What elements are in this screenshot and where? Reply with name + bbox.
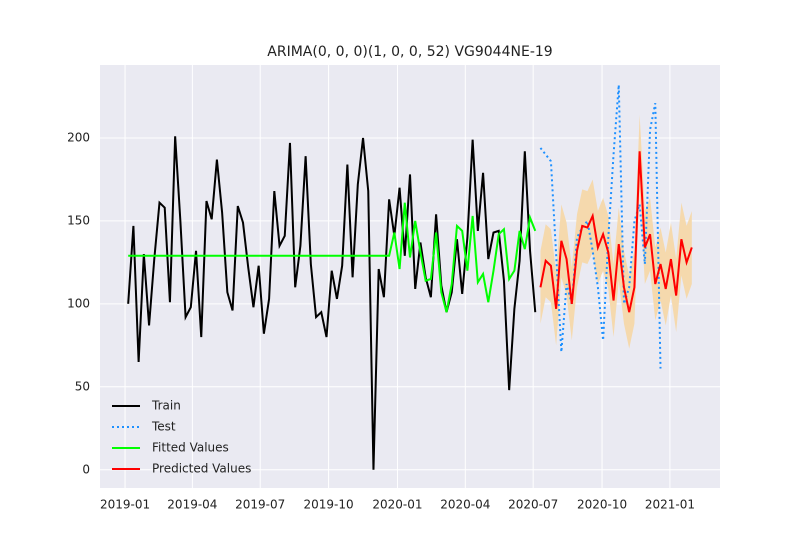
- x-tick-label: 2021-01: [645, 498, 695, 512]
- legend-label: Predicted Values: [152, 462, 251, 476]
- series-line: [539, 151, 693, 313]
- x-tick-label: 2020-10: [577, 498, 627, 512]
- confidence-band: [540, 114, 692, 349]
- y-tick-label: 0: [82, 462, 90, 476]
- x-tick-label: 2019-10: [304, 498, 354, 512]
- x-tick-label: 2020-01: [372, 498, 422, 512]
- y-tick-label: 50: [75, 379, 90, 393]
- y-tick-label: 100: [67, 296, 90, 310]
- series-line: [128, 202, 537, 313]
- x-tick-label: 2019-07: [235, 498, 285, 512]
- x-tick-label: 2020-07: [508, 498, 558, 512]
- legend-label: Test: [151, 420, 176, 434]
- y-tick-label: 150: [67, 213, 90, 227]
- series-line: [539, 84, 662, 369]
- series-line: [127, 136, 537, 470]
- x-tick-label: 2020-04: [440, 498, 490, 512]
- chart-title: ARIMA(0, 0, 0)(1, 0, 0, 52) VG9044NE-19: [267, 44, 552, 60]
- legend-label: Fitted Values: [152, 441, 229, 455]
- x-tick-label: 2019-01: [100, 498, 150, 512]
- legend-label: Train: [151, 399, 181, 413]
- x-tick-label: 2019-04: [167, 498, 217, 512]
- y-tick-label: 200: [67, 130, 90, 144]
